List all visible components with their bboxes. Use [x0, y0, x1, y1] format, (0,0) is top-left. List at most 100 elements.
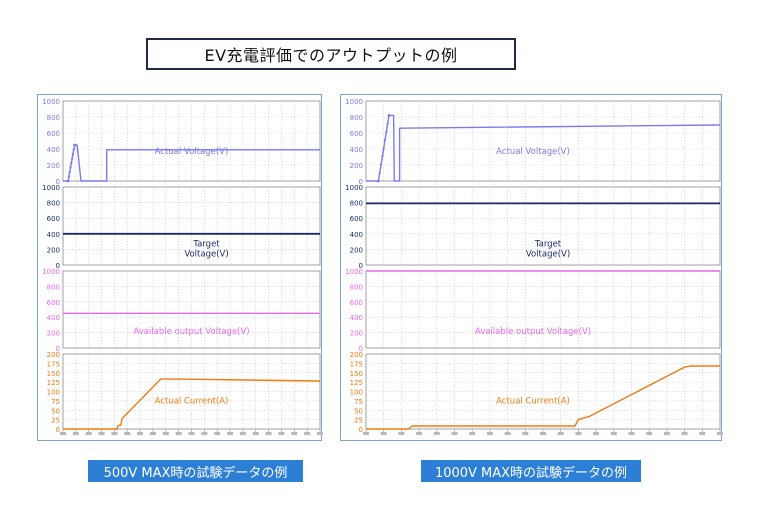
subplot-actual_voltage: 0 200 400 600 800 1000 Actual Voltage(V) — [345, 98, 721, 186]
series-line-actual_voltage — [63, 144, 320, 182]
y-tick-label: 125 — [350, 379, 363, 387]
y-tick-label: 75 — [354, 398, 363, 406]
x-tick-label — [486, 432, 493, 435]
data-point — [67, 175, 71, 178]
x-tick-label — [451, 432, 458, 435]
x-tick-label — [646, 432, 653, 435]
x-tick-label — [717, 432, 723, 435]
y-tick-label: 1000 — [42, 98, 60, 106]
series-label-target_voltage: Voltage(V) — [184, 249, 228, 259]
data-point — [68, 170, 71, 174]
chart-panel-left: 0 200 400 600 800 1000 Actual Voltage(V) 0 200 40… — [37, 94, 323, 441]
y-tick-label: 600 — [47, 215, 60, 223]
y-tick-label: 800 — [350, 114, 363, 122]
x-tick-label — [291, 432, 298, 435]
series-label-available_voltage: Available output Voltage(V) — [133, 327, 249, 337]
data-point — [66, 179, 70, 183]
y-tick-label: 400 — [350, 231, 363, 239]
series-label-target_voltage: Target — [192, 239, 220, 249]
x-tick-label — [540, 432, 546, 435]
series-line-actual_current — [63, 378, 321, 430]
x-tick-label — [239, 432, 246, 435]
y-tick-label: 800 — [47, 114, 60, 122]
series-label-actual_current: Actual Current(A) — [155, 397, 229, 407]
y-tick-label: 0 — [56, 262, 60, 270]
x-tick-label — [663, 432, 670, 435]
x-tick-label — [380, 432, 387, 435]
y-tick-label: 0 — [56, 345, 60, 353]
x-tick-label — [60, 432, 66, 435]
data-point — [71, 152, 75, 156]
y-tick-label: 0 — [56, 178, 60, 186]
series-label-actual_voltage: Actual Voltage(V) — [155, 147, 229, 157]
x-tick-label — [433, 432, 440, 435]
x-tick-label — [98, 432, 105, 435]
y-tick-label: 0 — [359, 178, 363, 186]
x-tick-label — [363, 432, 369, 435]
x-tick-label — [72, 432, 79, 435]
series-line-actual_voltage — [366, 114, 721, 182]
data-point — [69, 166, 72, 169]
x-tick-label — [416, 432, 423, 435]
x-tick-label — [278, 432, 285, 435]
series-label-available_voltage: Available output Voltage(V) — [475, 327, 591, 337]
series-label-actual_voltage: Actual Voltage(V) — [496, 147, 570, 157]
subplot-available_voltage: 0 200 400 600 800 1000 Available output Voltag… — [42, 268, 321, 353]
y-tick-label: 175 — [47, 360, 60, 368]
x-tick-label — [85, 432, 92, 435]
data-point — [382, 147, 385, 150]
x-tick-label — [137, 432, 144, 435]
y-tick-label: 0 — [359, 426, 363, 434]
y-tick-label: 600 — [350, 299, 363, 307]
data-point — [379, 163, 383, 166]
y-tick-label: 600 — [47, 130, 60, 138]
x-tick-label — [175, 432, 182, 435]
y-tick-label: 800 — [47, 200, 60, 208]
y-tick-label: 600 — [350, 215, 363, 223]
series-label-target_voltage: Target — [534, 239, 562, 249]
x-tick-label — [317, 432, 323, 435]
y-tick-label: 1000 — [345, 268, 363, 276]
y-tick-label: 1000 — [345, 98, 363, 106]
y-tick-label: 200 — [47, 351, 60, 359]
data-point — [385, 130, 388, 133]
x-tick-label — [593, 432, 600, 435]
y-tick-label: 1000 — [42, 268, 60, 276]
y-tick-label: 800 — [350, 283, 363, 291]
x-tick-label — [575, 432, 582, 435]
y-tick-label: 200 — [47, 162, 60, 170]
y-tick-label: 100 — [350, 389, 363, 397]
y-tick-label: 200 — [350, 162, 363, 170]
y-tick-label: 75 — [51, 398, 60, 406]
x-tick-label — [214, 432, 221, 435]
y-tick-label: 50 — [354, 407, 363, 415]
x-tick-label — [227, 432, 234, 435]
chart-panel-right: 0 200 400 600 800 1000 Actual Voltage(V) 0 200 40… — [340, 94, 723, 441]
y-tick-label: 600 — [47, 299, 60, 307]
subplot-available_voltage: 0 200 400 600 800 1000 Available output Voltag… — [345, 268, 721, 353]
x-tick-label — [504, 432, 511, 435]
data-point — [387, 114, 391, 117]
y-tick-label: 200 — [47, 330, 60, 338]
y-tick-label: 150 — [47, 370, 60, 378]
x-tick-label — [610, 432, 617, 435]
y-tick-label: 150 — [350, 370, 363, 378]
series-line-actual_current — [366, 365, 720, 430]
y-tick-label: 25 — [354, 417, 363, 425]
y-tick-label: 400 — [47, 314, 60, 322]
x-tick-label — [522, 432, 529, 435]
y-tick-label: 400 — [350, 314, 363, 322]
data-point — [376, 179, 380, 183]
data-point — [72, 148, 75, 151]
data-point — [386, 122, 389, 125]
series-label-actual_current: Actual Current(A) — [496, 397, 570, 407]
y-tick-label: 400 — [47, 146, 60, 154]
x-tick-label — [111, 432, 118, 435]
data-point — [70, 161, 73, 165]
x-tick-label — [304, 432, 311, 435]
x-tick-label — [162, 432, 169, 435]
